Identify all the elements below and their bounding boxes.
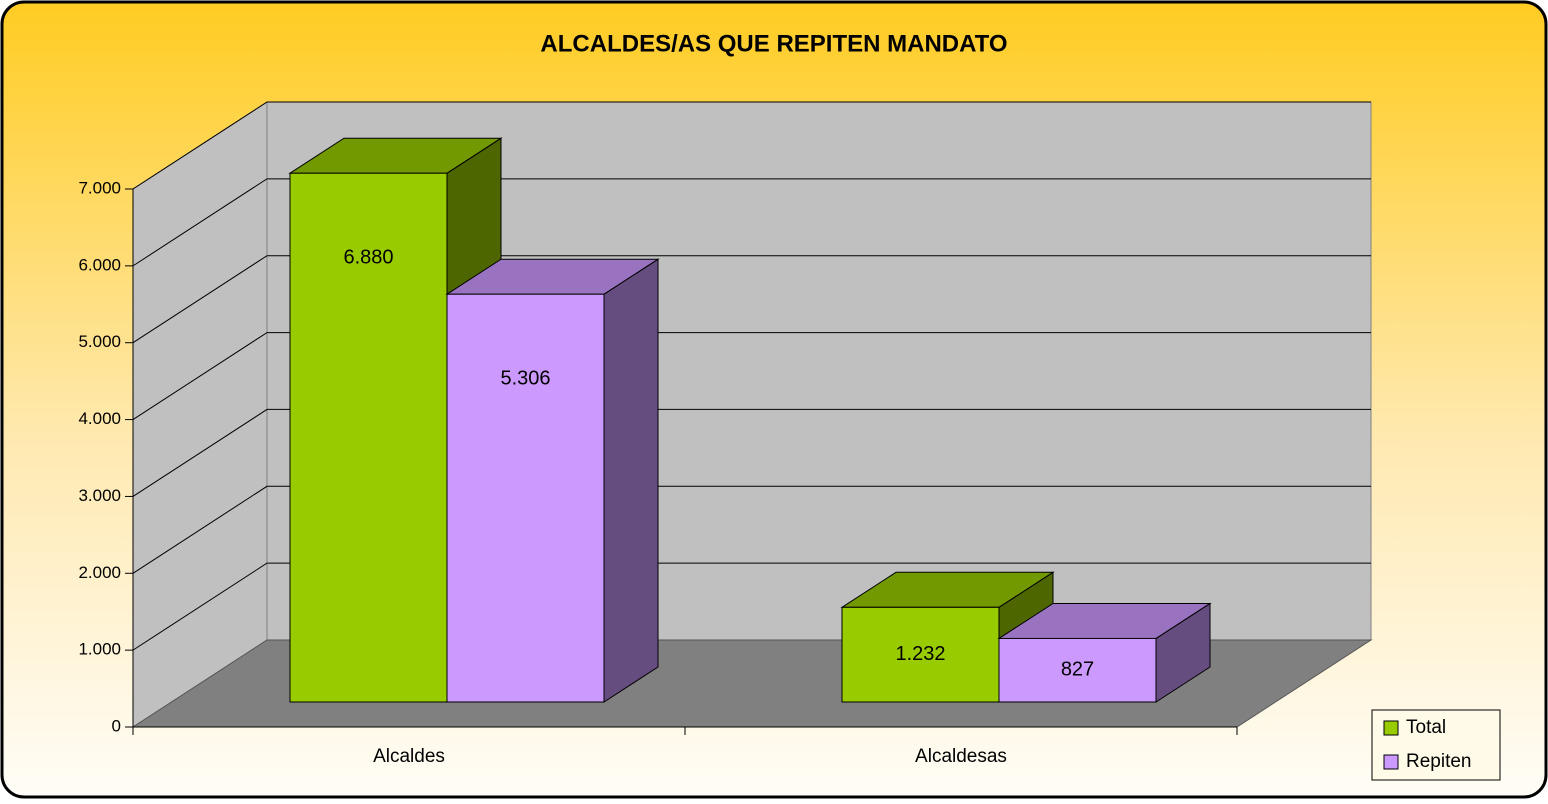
side-wall — [132, 101, 268, 728]
data-label: 1.232 — [895, 643, 945, 665]
grid-line — [132, 485, 1371, 574]
x-tick-label: Alcaldesas — [915, 746, 1007, 767]
bar-side — [603, 258, 659, 703]
y-tick-label: 3.000 — [78, 486, 121, 505]
x-tick-label: Alcaldes — [373, 746, 445, 767]
chart-title: ALCALDES/AS QUE REPITEN MANDATO — [540, 30, 1007, 57]
y-tick-label: 5.000 — [78, 332, 121, 351]
bar — [841, 606, 1000, 703]
bar — [998, 637, 1157, 703]
data-label: 5.306 — [500, 367, 550, 389]
y-tick-label: 0 — [112, 716, 121, 735]
grid-line — [132, 101, 1371, 190]
y-tick-label: 6.000 — [78, 255, 121, 274]
y-tick-label: 1.000 — [78, 640, 121, 659]
legend-swatch — [1383, 754, 1399, 770]
grid-line — [132, 408, 1371, 497]
bar — [446, 293, 605, 703]
y-tick-label: 2.000 — [78, 563, 121, 582]
data-label: 6.880 — [343, 247, 393, 269]
grid-line — [132, 562, 1371, 651]
data-label: 827 — [1061, 659, 1094, 681]
y-tick-label: 7.000 — [78, 178, 121, 197]
legend-label: Repiten — [1406, 751, 1472, 772]
grid-line — [132, 178, 1371, 267]
grid-line — [132, 332, 1371, 420]
legend-swatch — [1383, 720, 1399, 736]
grid-line — [132, 255, 1371, 344]
legend-label: Total — [1406, 717, 1446, 738]
bar — [289, 172, 448, 703]
y-tick-label: 4.000 — [78, 409, 121, 428]
